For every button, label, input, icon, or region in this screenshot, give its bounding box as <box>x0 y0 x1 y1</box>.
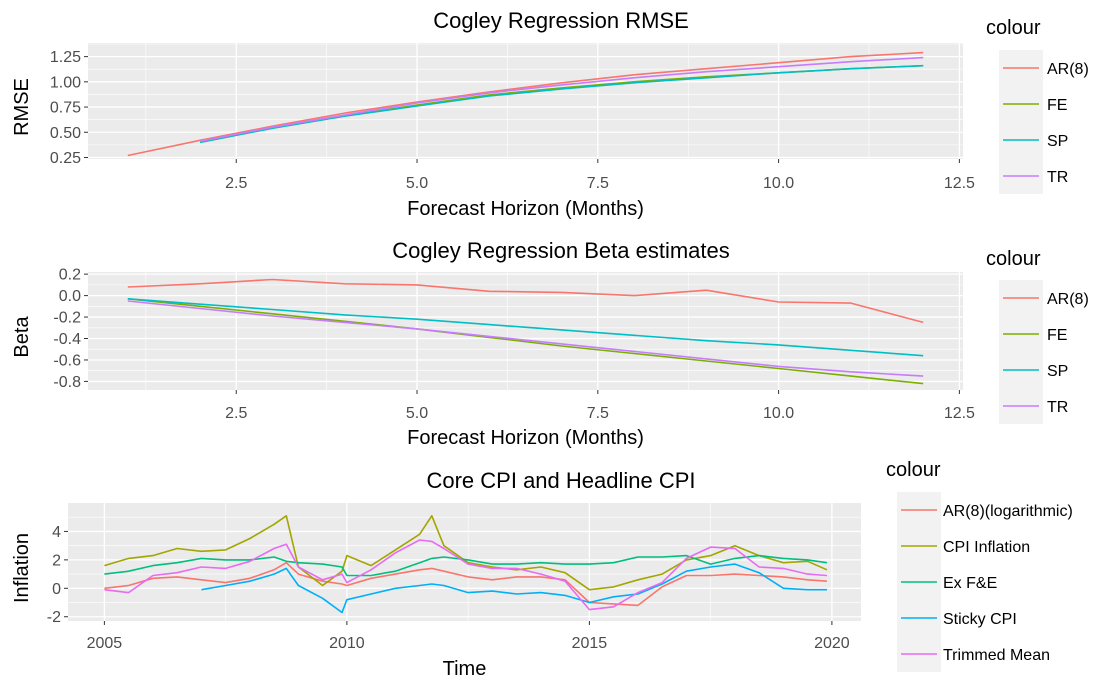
y-tick-label: -0.4 <box>53 331 81 348</box>
chart-1: 2.5 5.0 7.5 10.0 12.5 0.25 0.50 0.75 1.00 1.25 Cog… <box>11 8 1089 220</box>
series-line-3 <box>127 298 924 357</box>
legend-label: AR(8)(logarithmic) <box>943 503 1073 520</box>
legend-title: colour <box>986 248 1041 270</box>
x-tick-label: 5.0 <box>406 405 428 422</box>
x-tick-label: 10.0 <box>763 175 794 192</box>
plot-background <box>88 43 963 159</box>
legend-label: TR <box>1047 399 1068 416</box>
series-line-1 <box>104 561 828 607</box>
x-tick-label: 2.5 <box>225 405 247 422</box>
legend-label: SP <box>1047 133 1068 150</box>
x-tick-label: 2.5 <box>225 175 247 192</box>
y-tick-label: -0.8 <box>53 374 81 391</box>
series-line-3 <box>104 554 828 577</box>
legend-label: TR <box>1047 169 1068 186</box>
legend-title: colour <box>986 17 1041 39</box>
legend-label: Trimmed Mean <box>943 647 1050 664</box>
y-tick-label: -0.2 <box>53 310 81 327</box>
x-tick-label: 12.5 <box>944 175 975 192</box>
legend-label: Sticky CPI <box>943 611 1017 628</box>
grid-lines <box>88 272 963 390</box>
chart-title: Core CPI and Headline CPI <box>426 468 695 493</box>
x-tick-label: 5.0 <box>406 175 428 192</box>
series-line-4 <box>201 563 827 614</box>
legend-label: AR(8) <box>1047 291 1089 308</box>
x-tick-label: 2005 <box>87 635 123 652</box>
y-axis-title: Beta <box>11 316 33 358</box>
series-line-2 <box>104 515 828 591</box>
x-tick-label: 2020 <box>814 635 850 652</box>
legend: colour AR(8) FE SP TR <box>986 17 1089 194</box>
x-tick-label: 2010 <box>329 635 365 652</box>
x-axis-title: Time <box>443 658 487 680</box>
plot-background <box>88 272 963 390</box>
y-tick-label: -0.6 <box>53 352 81 369</box>
y-tick-label: 0.50 <box>50 125 81 142</box>
series-line-3 <box>199 64 924 144</box>
y-tick-label: 0.0 <box>59 288 81 305</box>
y-tick-label: 0.2 <box>59 267 81 284</box>
series-line-4 <box>199 56 924 143</box>
series-line-1 <box>127 278 924 324</box>
y-tick-label: 0.75 <box>50 100 81 117</box>
y-tick-label: 0.25 <box>50 150 81 167</box>
y-axis-title: RMSE <box>11 78 33 136</box>
legend-label: FE <box>1047 327 1067 344</box>
legend-label: CPI Inflation <box>943 539 1030 556</box>
y-axis-title: Inflation <box>11 533 33 603</box>
chart-title: Cogley Regression Beta estimates <box>392 238 730 263</box>
chart-3: 2005 2010 2015 2020 -2 0 2 4 Core CPI and Headli… <box>11 459 1073 680</box>
y-tick-label: 1.25 <box>50 49 81 66</box>
x-tick-label: 7.5 <box>587 405 609 422</box>
x-tick-label: 2015 <box>572 635 608 652</box>
y-tick-label: -2 <box>47 609 61 626</box>
legend-label: FE <box>1047 97 1067 114</box>
x-axis-title: Forecast Horizon (Months) <box>407 198 644 220</box>
series-line-1 <box>127 51 924 157</box>
legend: colour AR(8)(logarithmic) CPI Inflation Ex … <box>886 459 1073 672</box>
chart-2: 2.5 5.0 7.5 10.0 12.5 0.2 0.0 -0.2 -0.4 -0.6 -0.8 C… <box>11 238 1089 449</box>
x-tick-label: 10.0 <box>763 405 794 422</box>
y-tick-label: 2 <box>52 552 61 569</box>
y-tick-label: 4 <box>52 524 61 541</box>
y-tick-label: 0 <box>52 581 61 598</box>
chart-title: Cogley Regression RMSE <box>433 8 689 33</box>
legend-label: SP <box>1047 363 1068 380</box>
x-axis-title: Forecast Horizon (Months) <box>407 427 644 449</box>
series-line-5 <box>104 539 828 611</box>
legend-label: Ex F&E <box>943 575 997 592</box>
x-tick-label: 12.5 <box>944 405 975 422</box>
legend: colour AR(8) FE SP TR <box>986 248 1089 424</box>
series-line-4 <box>127 300 924 377</box>
y-tick-label: 1.00 <box>50 74 81 91</box>
x-tick-label: 7.5 <box>587 175 609 192</box>
grid-lines <box>88 43 963 159</box>
legend-label: AR(8) <box>1047 61 1089 78</box>
legend-title: colour <box>886 459 941 481</box>
series-line-2 <box>127 298 924 385</box>
